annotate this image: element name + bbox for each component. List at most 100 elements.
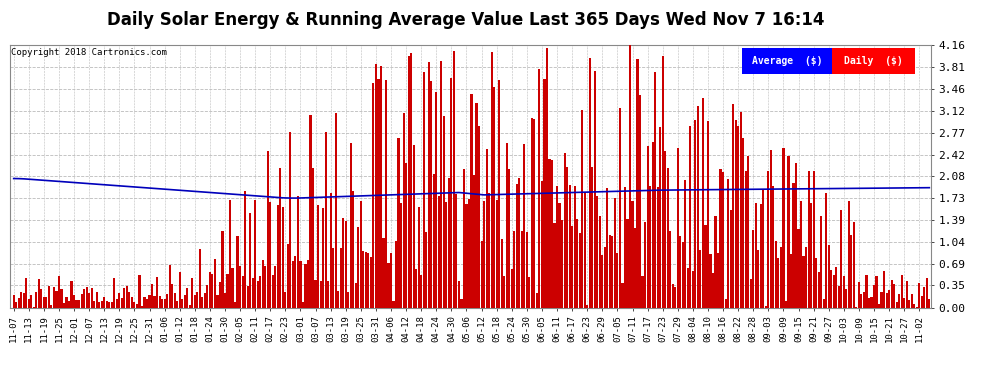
Bar: [48, 286, 50, 308]
Bar: [483, 201, 485, 308]
Bar: [101, 301, 103, 307]
Text: Daily Solar Energy & Running Average Value Last 365 Days Wed Nov 7 16:14: Daily Solar Energy & Running Average Val…: [107, 11, 824, 29]
Bar: [571, 226, 573, 308]
Bar: [651, 142, 653, 308]
Bar: [671, 284, 674, 308]
Bar: [646, 146, 648, 308]
Bar: [214, 259, 216, 308]
Bar: [254, 200, 256, 308]
Bar: [924, 287, 926, 308]
Bar: [815, 258, 817, 308]
Bar: [850, 235, 852, 308]
Bar: [63, 303, 65, 307]
Bar: [191, 278, 193, 308]
Bar: [181, 299, 183, 307]
Bar: [274, 266, 276, 308]
Bar: [536, 292, 538, 308]
Bar: [516, 184, 518, 308]
Bar: [624, 187, 626, 308]
Bar: [166, 294, 168, 307]
Bar: [825, 193, 828, 308]
Bar: [357, 226, 359, 308]
Bar: [134, 302, 136, 307]
Bar: [717, 254, 719, 308]
Bar: [261, 260, 263, 308]
Bar: [279, 168, 281, 308]
Bar: [457, 282, 460, 308]
Bar: [617, 253, 619, 308]
Bar: [317, 205, 319, 308]
Bar: [782, 148, 784, 308]
Bar: [98, 302, 100, 307]
Bar: [664, 152, 666, 308]
Bar: [410, 53, 412, 307]
Bar: [385, 80, 387, 308]
Bar: [694, 120, 696, 308]
Bar: [498, 80, 500, 308]
Bar: [307, 260, 309, 308]
Bar: [539, 69, 541, 308]
Bar: [808, 171, 810, 308]
Bar: [576, 219, 578, 308]
Bar: [359, 201, 362, 308]
Bar: [649, 186, 651, 308]
Bar: [380, 66, 382, 308]
Bar: [38, 279, 40, 308]
Bar: [161, 299, 163, 307]
Bar: [556, 186, 558, 308]
Bar: [637, 59, 639, 308]
Bar: [163, 299, 165, 307]
Bar: [455, 194, 457, 308]
Bar: [749, 279, 751, 308]
Bar: [450, 78, 452, 308]
Bar: [687, 268, 689, 308]
Bar: [194, 295, 196, 307]
Bar: [684, 180, 686, 308]
Bar: [911, 294, 913, 308]
Bar: [501, 238, 503, 308]
Bar: [858, 282, 860, 308]
Bar: [234, 302, 236, 307]
Bar: [764, 306, 767, 308]
Bar: [405, 162, 407, 308]
Bar: [199, 249, 201, 308]
Bar: [75, 300, 77, 307]
Bar: [129, 292, 131, 308]
Bar: [15, 302, 17, 307]
Bar: [730, 210, 732, 308]
Bar: [219, 282, 221, 308]
Bar: [116, 299, 118, 307]
Bar: [544, 79, 545, 308]
FancyBboxPatch shape: [742, 48, 832, 74]
Bar: [666, 168, 669, 308]
Bar: [340, 248, 342, 308]
Bar: [443, 116, 445, 308]
Bar: [124, 288, 126, 308]
Bar: [446, 202, 447, 308]
Bar: [398, 138, 400, 308]
Bar: [478, 126, 480, 308]
Bar: [43, 297, 45, 307]
Bar: [752, 230, 754, 308]
Bar: [929, 299, 931, 307]
Bar: [118, 293, 121, 308]
Bar: [364, 252, 367, 308]
Bar: [511, 269, 513, 308]
Bar: [634, 228, 637, 308]
Bar: [606, 188, 609, 308]
Bar: [584, 193, 586, 308]
Bar: [712, 273, 714, 308]
Bar: [168, 265, 170, 308]
Bar: [33, 307, 35, 308]
Bar: [217, 295, 219, 307]
Bar: [158, 296, 160, 307]
Bar: [800, 201, 802, 308]
Bar: [677, 148, 679, 308]
Bar: [795, 164, 797, 308]
Bar: [852, 222, 855, 308]
Bar: [239, 266, 242, 308]
Bar: [343, 218, 345, 308]
Bar: [578, 233, 581, 308]
Bar: [888, 290, 890, 308]
Bar: [400, 203, 402, 308]
